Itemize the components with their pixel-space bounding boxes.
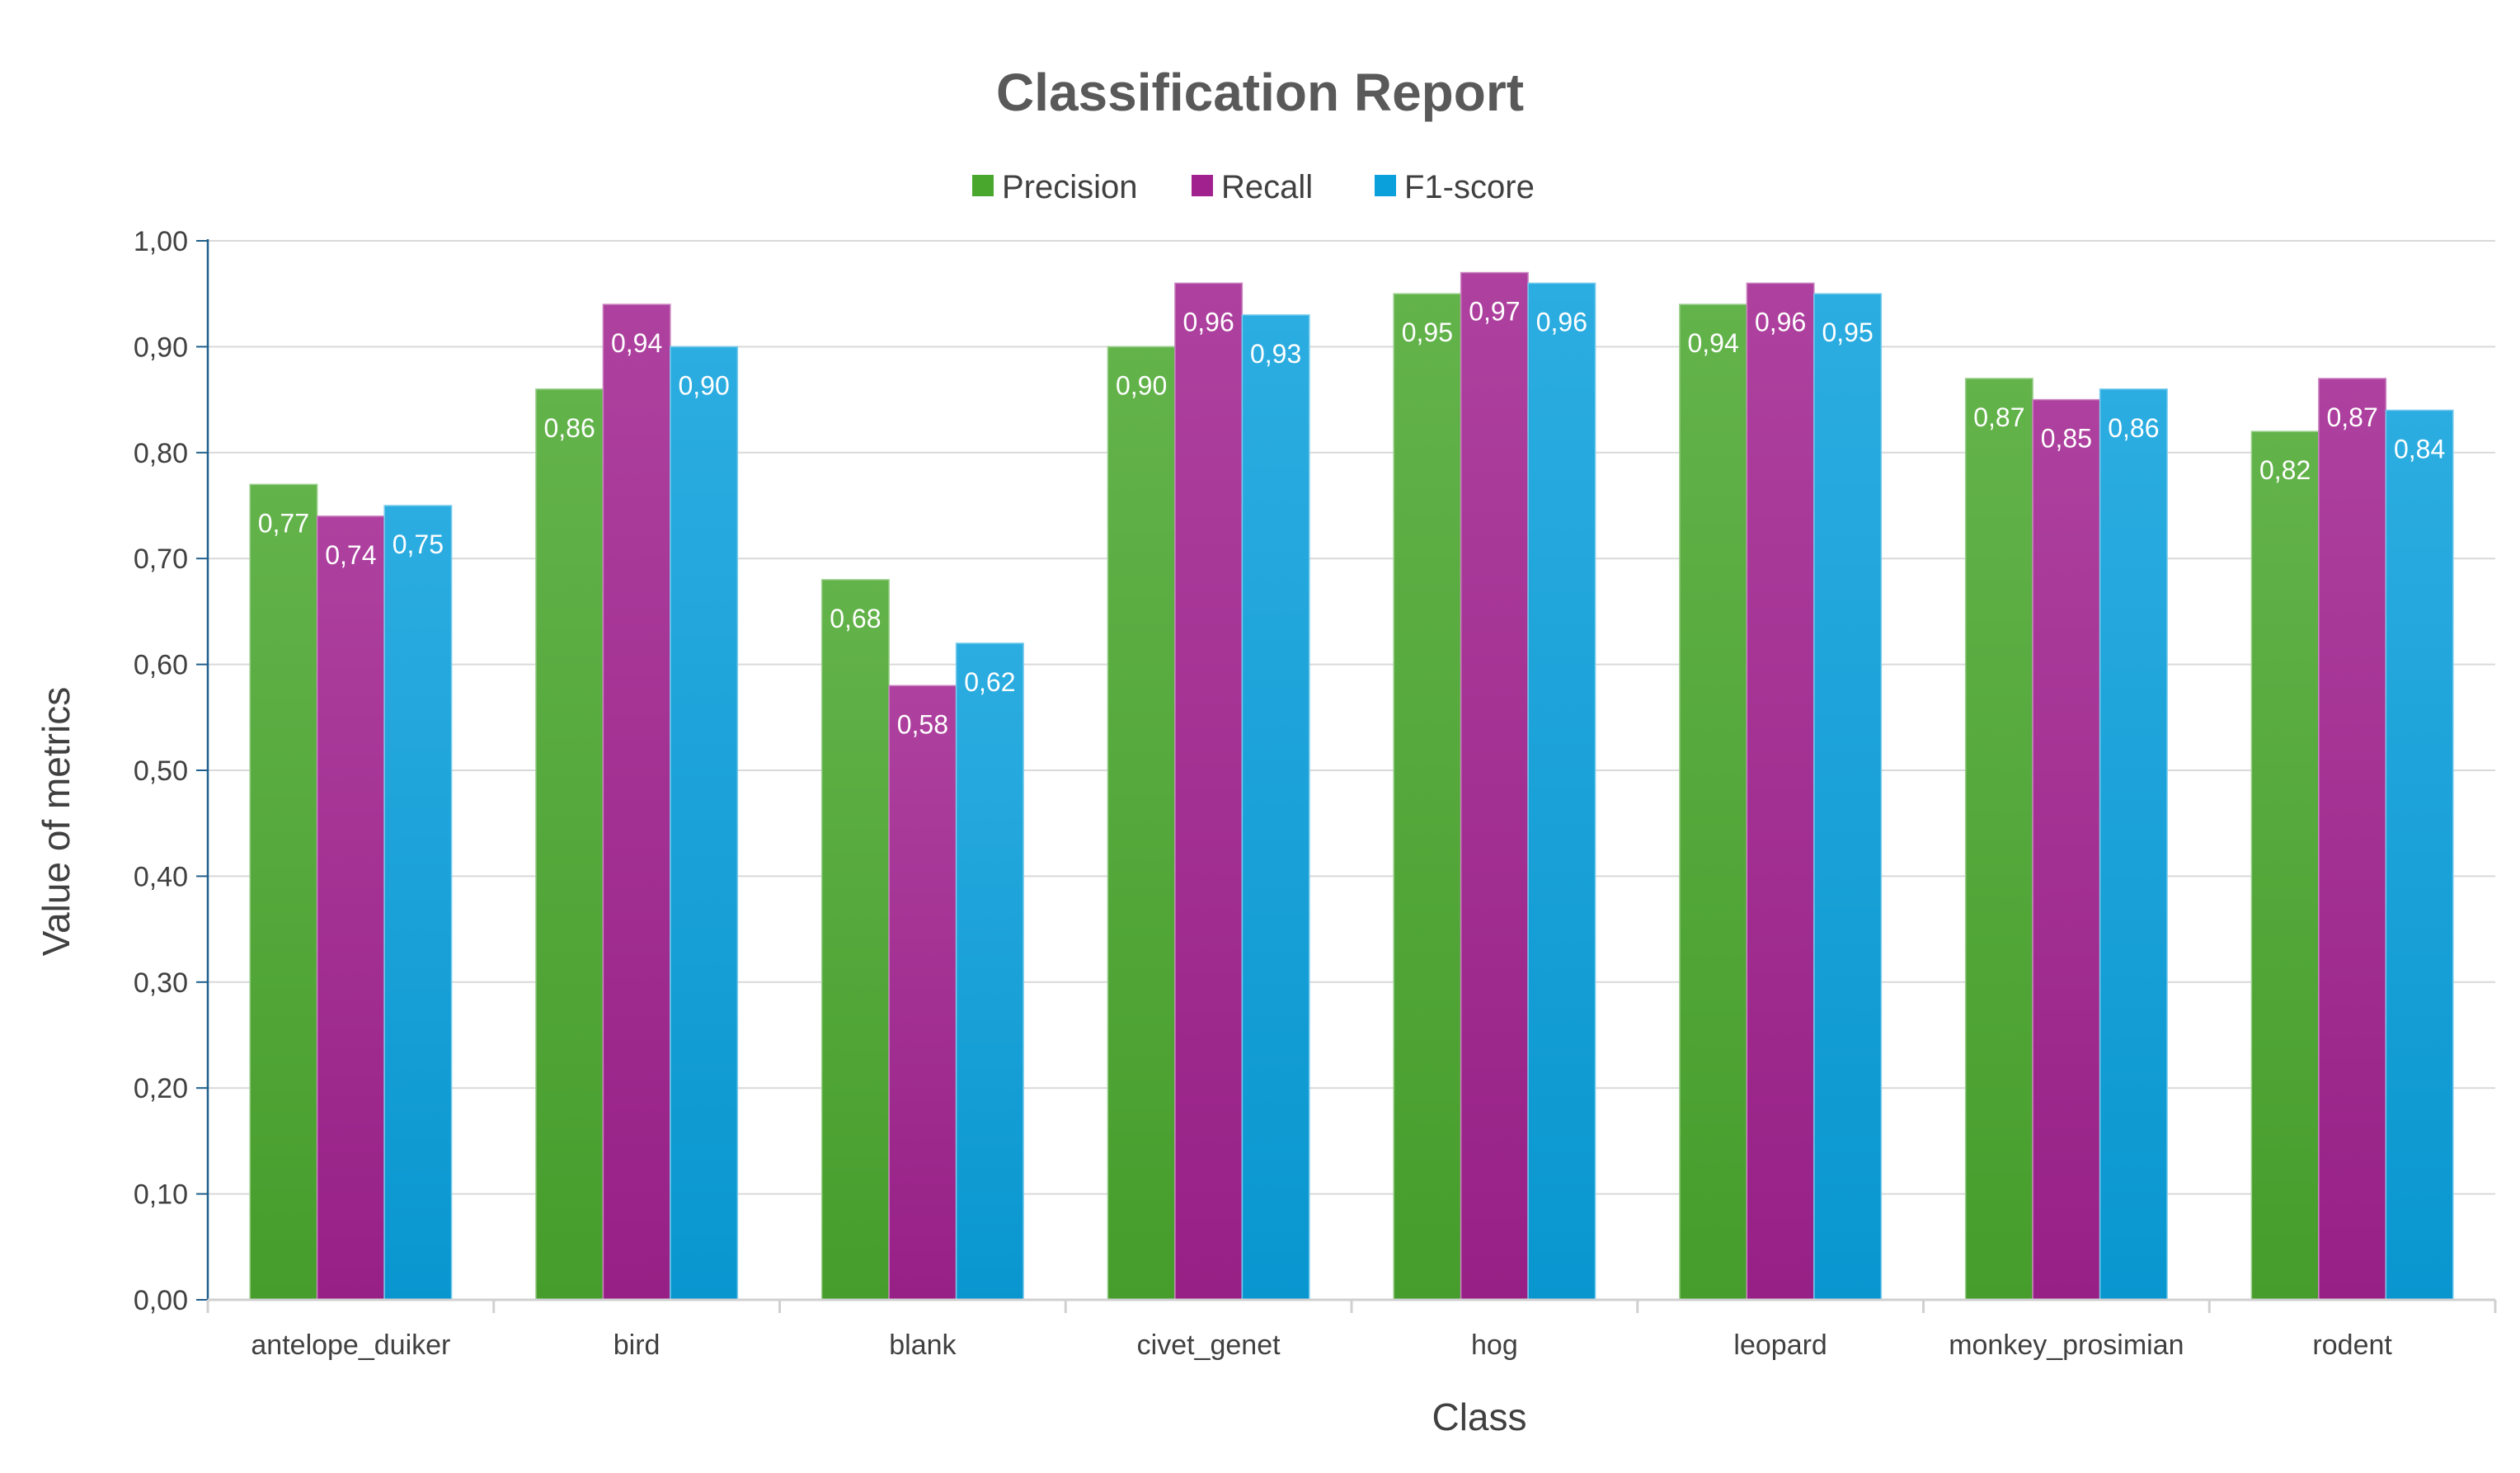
y-axis-ticks: 0,00 0,10 0,20 0,30 0,40 0,50 0,60 0,70 0,80 0,90… [134, 226, 188, 1316]
bar-precision-rodent [2250, 431, 2320, 1301]
data-label: 0,87 [2326, 402, 2377, 432]
bar-precision-bird [535, 388, 604, 1301]
x-tick-label: monkey_prosimian [1949, 1329, 2184, 1361]
y-tick-label: 0,10 [134, 1179, 188, 1211]
data-label: 0,85 [2041, 424, 2092, 454]
legend-label: Recall [1221, 169, 1313, 205]
data-label: 0,93 [1250, 339, 1301, 369]
bar-recall-leopard [1746, 282, 1815, 1301]
data-label: 0,95 [1402, 318, 1453, 347]
legend-swatch-f1-score [1375, 175, 1396, 196]
bar-f1-score-rodent [2385, 409, 2454, 1301]
y-tick-label: 0,30 [134, 967, 188, 999]
bar-recall-monkey-prosimian [2032, 398, 2101, 1301]
data-label: 0,86 [543, 413, 595, 443]
y-axis-title: Value of metrics [35, 687, 78, 956]
y-tick-label: 0,50 [134, 755, 188, 787]
y-tick-label: 0,20 [134, 1073, 188, 1104]
bar-f1-score-monkey-prosimian [2099, 388, 2168, 1301]
bar-f1-score-leopard [1813, 293, 1883, 1301]
y-tick-label: 0,40 [134, 861, 188, 892]
data-label: 0,86 [2108, 413, 2159, 443]
bar-precision-antelope-duiker [249, 483, 318, 1301]
bars [249, 271, 2454, 1301]
x-axis-ticks: antelope_duiker bird blank civet_genet hog le… [251, 1329, 2392, 1361]
y-tick-label: 1,00 [134, 226, 188, 257]
y-tick-label: 0,00 [134, 1285, 188, 1316]
y-tick-label: 0,60 [134, 650, 188, 681]
data-label: 0,82 [2259, 455, 2311, 485]
x-tick-label: bird [614, 1329, 661, 1361]
bar-recall-bird [602, 304, 671, 1301]
data-label: 0,87 [1973, 402, 2024, 432]
data-label: 0,68 [830, 604, 881, 633]
bar-f1-score-blank [955, 642, 1024, 1301]
bar-precision-blank [820, 579, 890, 1301]
x-tick-label: hog [1471, 1329, 1518, 1361]
data-label: 0,90 [1116, 370, 1167, 400]
legend-label: F1-score [1404, 169, 1535, 205]
legend-label: Precision [1002, 169, 1138, 205]
bar-recall-rodent [2318, 378, 2387, 1301]
bar-precision-monkey-prosimian [1964, 378, 2033, 1301]
x-tick-label: civet_genet [1137, 1329, 1281, 1361]
bar-f1-score-hog [1527, 282, 1596, 1301]
legend-swatch-precision [972, 175, 994, 196]
data-label: 0,96 [1536, 307, 1587, 336]
y-tick-label: 0,70 [134, 544, 188, 575]
data-label: 0,96 [1182, 307, 1234, 336]
data-label: 0,84 [2394, 434, 2445, 464]
x-tick-label: leopard [1733, 1329, 1827, 1361]
bar-precision-leopard [1679, 304, 1748, 1301]
bar-f1-score-antelope-duiker [383, 505, 453, 1301]
data-label: 0,95 [1822, 318, 1873, 347]
data-label: 0,97 [1469, 297, 1520, 327]
data-label: 0,90 [678, 370, 729, 400]
bar-precision-hog [1393, 293, 1462, 1301]
data-label: 0,96 [1755, 307, 1806, 336]
axes [196, 239, 2497, 1313]
data-label: 0,94 [611, 328, 662, 358]
x-axis-title: Class [1432, 1395, 1526, 1438]
chart-title: Classification Report [996, 63, 1524, 122]
bar-recall-hog [1460, 271, 1529, 1301]
legend-swatch-recall [1192, 175, 1213, 196]
data-label: 0,94 [1687, 328, 1738, 358]
data-label: 0,74 [325, 540, 376, 570]
x-tick-label: rodent [2312, 1329, 2392, 1361]
x-tick-label: blank [889, 1329, 957, 1361]
bar-f1-score-bird [670, 346, 739, 1301]
data-label: 0,75 [393, 529, 444, 559]
bar-precision-civet-genet [1107, 346, 1176, 1301]
data-label: 0,77 [258, 508, 309, 538]
data-labels: 0,77 0,74 0,75 0,86 0,94 0,90 0,68 0,58 0,62 0,90… [258, 297, 2446, 740]
bar-recall-blank [888, 685, 957, 1301]
bar-recall-civet-genet [1174, 282, 1244, 1301]
y-tick-label: 0,80 [134, 438, 188, 469]
x-tick-label: antelope_duiker [251, 1329, 450, 1361]
bar-recall-antelope-duiker [316, 515, 385, 1301]
bar-f1-score-civet-genet [1241, 314, 1310, 1301]
y-tick-label: 0,90 [134, 332, 188, 363]
data-label: 0,58 [897, 709, 948, 739]
data-label: 0,62 [964, 667, 1015, 697]
chart-legend: Precision Recall F1-score [972, 169, 1535, 205]
